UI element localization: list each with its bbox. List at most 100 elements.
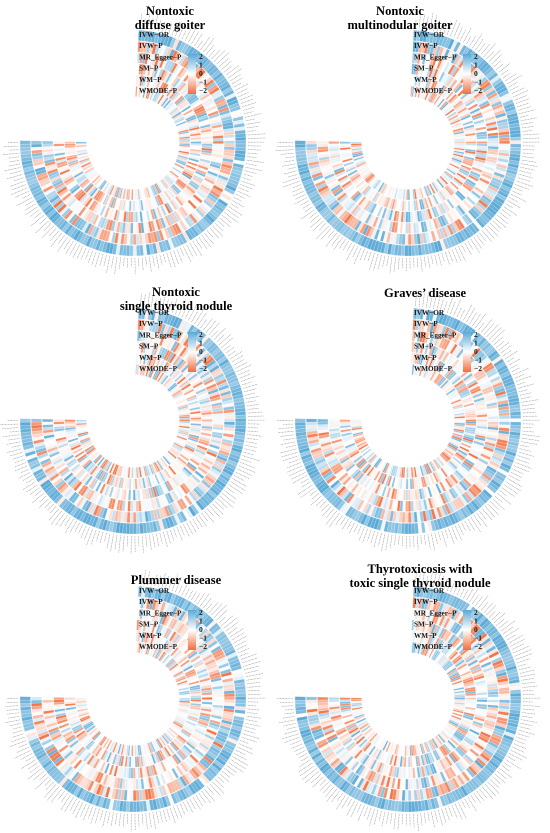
- feature-label: [511, 87, 525, 94]
- heatmap-cell: [339, 419, 351, 422]
- feature-label: [231, 77, 243, 85]
- feature-label: [161, 21, 165, 32]
- feature-label: [140, 293, 142, 307]
- feature-label: [490, 223, 499, 232]
- ring-label: SM−P: [139, 65, 159, 73]
- feature-label: [282, 163, 295, 167]
- feature-label: [292, 475, 307, 484]
- feature-label: [215, 501, 224, 510]
- feature-label: [223, 65, 232, 73]
- feature-label: [245, 395, 260, 400]
- panel-title: Nontoxic multinodular goiter: [348, 4, 453, 32]
- feature-label: [242, 657, 258, 664]
- feature-label: [188, 305, 197, 321]
- feature-label: [513, 367, 529, 376]
- feature-label: [7, 716, 20, 719]
- feature-label: [385, 534, 389, 551]
- heatmap-cell: [19, 140, 31, 145]
- heatmap-cell: [407, 200, 411, 212]
- feature-label: [152, 256, 155, 267]
- heatmap-cell: [31, 418, 42, 423]
- heatmap-cell: [339, 421, 351, 425]
- ring-label: IVW−P: [139, 42, 163, 50]
- feature-label: [44, 784, 57, 798]
- feature-label: [191, 591, 197, 601]
- feature-label: [436, 20, 440, 32]
- feature-label: [99, 253, 104, 266]
- feature-label: [346, 244, 355, 261]
- feature-label: [448, 250, 453, 262]
- feature-label: [181, 581, 189, 596]
- heatmap-cell: [223, 693, 235, 698]
- feature-label: [179, 247, 185, 257]
- feature-label: [39, 218, 47, 225]
- feature-label: [8, 149, 19, 151]
- feature-label: [416, 257, 419, 268]
- feature-label: [20, 759, 36, 770]
- feature-label: [454, 247, 462, 262]
- heatmap-cell: [42, 696, 54, 701]
- feature-label: [39, 496, 47, 503]
- feature-label: [475, 313, 487, 329]
- feature-label: [16, 197, 32, 207]
- heatmap-panel: IVW−OR IVW−P MR_Egger−P SM−P WM−P WMODE−P 2 1 0−…: [0, 556, 275, 833]
- ring-label: MR_Egger−P: [139, 331, 182, 339]
- feature-label: [9, 180, 25, 187]
- feature-label: [358, 527, 365, 541]
- feature-label: [522, 411, 537, 414]
- feature-label: [209, 784, 221, 796]
- feature-label: [211, 49, 221, 60]
- feature-label: [47, 786, 60, 801]
- heatmap-cell: [499, 418, 510, 423]
- feature-label: [309, 490, 317, 496]
- feature-label: [418, 12, 421, 29]
- feature-label: [184, 588, 190, 597]
- feature-label: [434, 254, 438, 266]
- feature-label: [233, 82, 242, 88]
- feature-label: [393, 257, 396, 273]
- feature-label: [7, 712, 19, 715]
- feature-label: [186, 522, 194, 535]
- feature-label: [42, 225, 54, 238]
- feature-label: [198, 793, 207, 804]
- feature-label: [127, 535, 129, 547]
- feature-label: [522, 133, 540, 136]
- heatmap-cell: [407, 189, 410, 201]
- feature-label: [13, 177, 24, 182]
- feature-label: [378, 532, 382, 546]
- feature-label: [511, 367, 520, 372]
- colorbar-tick-label: −2: [199, 86, 207, 95]
- feature-label: [183, 524, 190, 537]
- feature-label: [470, 239, 481, 254]
- panel-title-line: diffuse goiter: [134, 18, 206, 32]
- feature-label: [90, 807, 97, 824]
- feature-label: [198, 237, 208, 250]
- feature-label: [234, 475, 245, 481]
- heatmap-cell: [328, 141, 340, 145]
- feature-label: [65, 241, 74, 255]
- feature-label: [226, 765, 238, 774]
- feature-label: [522, 415, 538, 417]
- feature-label: [318, 223, 327, 231]
- feature-label: [505, 481, 521, 492]
- heatmap-cell: [42, 143, 54, 147]
- colorbar: [463, 332, 471, 372]
- feature-label: [507, 200, 521, 209]
- feature-label: [222, 771, 231, 778]
- feature-label: [240, 376, 256, 382]
- heatmap-cell: [235, 136, 247, 142]
- feature-label: [310, 215, 319, 223]
- feature-label: [241, 736, 258, 743]
- feature-label: [224, 768, 235, 776]
- feature-label: [279, 434, 294, 437]
- feature-label: [519, 109, 535, 115]
- feature-label: [204, 788, 215, 802]
- feature-label: [326, 508, 335, 518]
- feature-label: [521, 159, 537, 163]
- feature-label: [246, 404, 260, 407]
- feature-label: [216, 334, 225, 343]
- feature-label: [102, 810, 107, 828]
- feature-label: [522, 149, 535, 151]
- feature-label: [517, 102, 530, 108]
- heatmap-cell: [294, 418, 306, 423]
